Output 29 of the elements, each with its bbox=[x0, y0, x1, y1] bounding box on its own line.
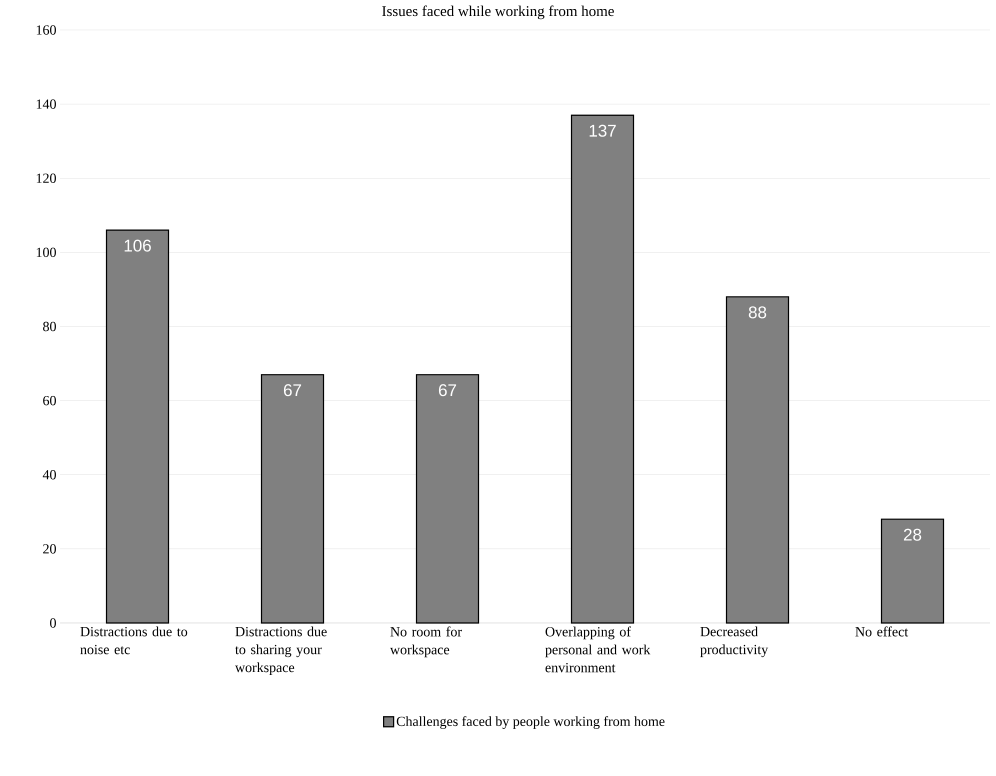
y-tick-label: 160 bbox=[36, 25, 56, 35]
x-tick-label: Overlapping of personal and work environment bbox=[545, 626, 650, 672]
y-tick-label: 120 bbox=[36, 174, 56, 183]
y-tick-label: 140 bbox=[36, 99, 56, 109]
data-label: 137 bbox=[590, 124, 616, 137]
y-tick-label: 80 bbox=[43, 322, 56, 332]
data-label: 67 bbox=[438, 384, 456, 396]
data-label: 106 bbox=[124, 240, 151, 252]
x-tick-label: No room for workspace bbox=[390, 626, 462, 658]
y-tick-label: 40 bbox=[42, 470, 56, 480]
data-label: 88 bbox=[748, 306, 766, 318]
bar bbox=[106, 230, 170, 624]
y-tick-label: 20 bbox=[43, 544, 56, 554]
bar bbox=[570, 114, 634, 624]
x-tick-label: Decreased productivity bbox=[700, 626, 768, 658]
bar bbox=[416, 374, 480, 624]
y-tick-label: 0 bbox=[50, 618, 56, 628]
y-tick-label: 100 bbox=[36, 248, 56, 258]
y-tick-label: 60 bbox=[43, 396, 56, 406]
data-label: 28 bbox=[904, 528, 922, 541]
legend-label: Challenges faced by people working from home bbox=[396, 716, 665, 729]
bar bbox=[260, 374, 324, 624]
chart-title: Issues faced while working from home bbox=[382, 6, 614, 20]
x-tick-label: Distractions due to sharing your workspace bbox=[235, 626, 327, 676]
bar bbox=[726, 296, 790, 624]
bar bbox=[880, 518, 944, 624]
x-tick-label: No effect bbox=[855, 626, 908, 636]
x-tick-label: Distractions due to noise etc bbox=[80, 626, 188, 654]
data-label: 67 bbox=[284, 384, 302, 396]
